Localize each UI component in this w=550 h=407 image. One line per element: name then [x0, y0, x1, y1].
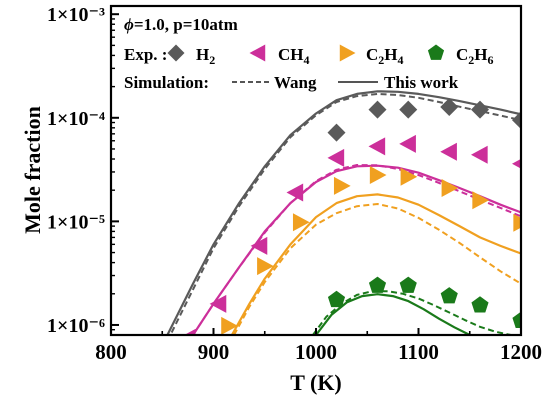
axes: 800 900 1000 1100 1200 1×10⁻⁶ 1×10⁻⁵ 1×10⁻⁴ 1×10…: [47, 4, 542, 364]
x-tick-label: 1100: [398, 340, 439, 364]
legend-thiswork-label: This work: [384, 73, 459, 92]
ch4-exp-point: [209, 294, 227, 313]
legend-c2h6-marker: [427, 44, 445, 60]
legend-c2h4-marker: [339, 44, 356, 62]
h2-this-work-line: [166, 90, 521, 335]
simulation-lines: [166, 90, 521, 335]
c2h4-exp-point: [441, 178, 459, 197]
ch4-exp-point: [399, 134, 416, 153]
legend-c2h6-label: C2H6: [456, 45, 494, 67]
y-tick-label: 1×10⁻⁵: [47, 211, 105, 233]
ch4-exp-point: [368, 137, 386, 156]
c2h4-this-work-line: [230, 193, 521, 335]
legend-ch4-marker: [249, 44, 266, 62]
x-tick-label: 1200: [500, 340, 542, 364]
legend-sim-title: Simulation:: [124, 73, 209, 92]
h2-exp-point: [368, 100, 387, 119]
c2h4-exp-point: [221, 316, 238, 335]
ch4-exp-point: [440, 142, 457, 161]
legend-text: H: [384, 45, 397, 64]
legend-text: C: [456, 45, 468, 64]
c2h4-exp-point: [369, 166, 387, 185]
h2-exp-point: [440, 98, 459, 117]
ch4-exp-point: [250, 236, 268, 255]
c2h4-exp-point: [472, 191, 489, 210]
ch4-this-work-line: [192, 164, 521, 335]
c2h4-wang-line: [233, 203, 521, 335]
legend-wang-label: Wang: [274, 73, 317, 92]
ch4-exp-point: [512, 158, 521, 169]
legend-subscript: 2: [468, 53, 474, 67]
h2-wang-line: [169, 92, 521, 335]
c2h4-exp-point: [513, 213, 521, 232]
c2h6-exp-point: [440, 287, 458, 304]
legend-h2-marker: [167, 44, 185, 62]
c2h6-wang-line: [312, 290, 512, 335]
legend-c2h4-label: C2H4: [366, 45, 404, 67]
legend-text: CH: [278, 45, 304, 64]
legend-subscript: 2: [378, 53, 384, 67]
ch4-exp-point: [286, 183, 304, 202]
c2h6-exp-point: [471, 296, 489, 313]
legend-subscript: 4: [304, 53, 310, 67]
h2-exp-point: [327, 123, 346, 142]
y-axis-label: Mole fraction: [20, 106, 45, 234]
h2-exp-point: [471, 100, 489, 119]
phi-symbol: ϕ: [124, 15, 134, 34]
c2h6-exp-point: [327, 290, 346, 308]
c2h4-exp-point: [333, 176, 351, 195]
legend-text: H: [196, 45, 209, 64]
legend-exp-title: Exp. :: [124, 45, 167, 64]
ch4-exp-point: [184, 328, 196, 335]
experiment-markers: [184, 98, 521, 335]
legend-text: H: [474, 45, 487, 64]
legend-subscript: 2: [209, 53, 215, 67]
x-tick-label: 900: [198, 340, 230, 364]
h2-exp-point: [512, 111, 521, 130]
x-tick-label: 1000: [295, 340, 337, 364]
y-tick-label: 1×10⁻⁶: [47, 315, 105, 337]
condition-value: =1.0, p=10atm: [134, 15, 238, 34]
c2h4-exp-point: [257, 257, 274, 276]
ch4-exp-point: [471, 145, 488, 164]
c2h6-exp-point: [399, 276, 417, 293]
condition-label: ϕ=1.0, p=10atm: [124, 15, 238, 34]
x-axis-label: T (K): [290, 370, 342, 395]
y-tick-label: 1×10⁻⁴: [47, 108, 105, 130]
legend-h2-label: H2: [196, 45, 215, 67]
legend-subscript: 6: [488, 53, 494, 67]
legend-subscript: 4: [398, 53, 404, 67]
c2h6-exp-point: [512, 311, 521, 328]
y-tick-label: 1×10⁻³: [47, 4, 105, 26]
c2h4-exp-point: [292, 213, 310, 232]
legend-ch4-label: CH4: [278, 45, 310, 67]
ch4-exp-point: [327, 148, 345, 167]
c2h4-exp-point: [400, 167, 418, 186]
c2h6-exp-point: [368, 276, 387, 293]
legend-text: C: [366, 45, 378, 64]
x-tick-label: 800: [95, 340, 127, 364]
h2-exp-point: [399, 100, 418, 119]
